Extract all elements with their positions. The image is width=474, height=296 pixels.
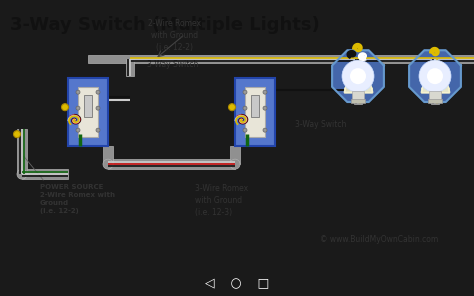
Bar bbox=[230, 146, 240, 164]
Bar bbox=[429, 91, 441, 101]
Text: 3-Wire Romex
with Ground
(i.e. 12-3): 3-Wire Romex with Ground (i.e. 12-3) bbox=[195, 184, 248, 217]
Text: 3-Way Switch: 3-Way Switch bbox=[147, 60, 199, 69]
Text: POWER SOURCE
2-Wire Romex with
Ground
(i.e. 12-2): POWER SOURCE 2-Wire Romex with Ground (i… bbox=[40, 184, 115, 214]
Circle shape bbox=[13, 131, 20, 138]
Circle shape bbox=[228, 104, 236, 111]
Circle shape bbox=[76, 90, 80, 94]
Text: ◁    ○    □: ◁ ○ □ bbox=[205, 278, 269, 291]
Bar bbox=[352, 91, 364, 101]
Circle shape bbox=[263, 90, 267, 94]
Circle shape bbox=[243, 90, 247, 94]
Bar bbox=[126, 59, 134, 76]
Circle shape bbox=[419, 60, 451, 92]
Circle shape bbox=[427, 68, 443, 84]
Text: © www.BuildMyOwnCabin.com: © www.BuildMyOwnCabin.com bbox=[320, 235, 438, 244]
Text: 3-Way Switch (Multiple Lights): 3-Way Switch (Multiple Lights) bbox=[10, 16, 320, 34]
Bar bbox=[428, 99, 442, 103]
Circle shape bbox=[243, 106, 247, 110]
Circle shape bbox=[342, 60, 374, 92]
Polygon shape bbox=[332, 50, 384, 102]
Bar bbox=[351, 99, 365, 103]
Bar bbox=[235, 78, 275, 146]
Bar bbox=[108, 159, 235, 169]
Circle shape bbox=[230, 159, 240, 169]
Circle shape bbox=[76, 106, 80, 110]
Bar bbox=[431, 59, 439, 104]
Circle shape bbox=[62, 104, 69, 111]
Bar bbox=[78, 87, 98, 137]
Bar bbox=[22, 169, 68, 179]
Text: 2-Wire Romex
with Ground
(i.e. 12-2): 2-Wire Romex with Ground (i.e. 12-2) bbox=[148, 19, 201, 52]
Circle shape bbox=[96, 128, 100, 132]
Circle shape bbox=[96, 106, 100, 110]
Circle shape bbox=[103, 159, 113, 169]
Bar bbox=[68, 78, 108, 146]
Circle shape bbox=[96, 90, 100, 94]
Bar bbox=[84, 95, 92, 117]
Circle shape bbox=[17, 169, 27, 179]
Circle shape bbox=[243, 128, 247, 132]
Circle shape bbox=[350, 68, 366, 84]
Circle shape bbox=[263, 106, 267, 110]
Circle shape bbox=[263, 128, 267, 132]
Bar bbox=[103, 146, 113, 164]
Text: 3-Way Switch: 3-Way Switch bbox=[295, 120, 346, 129]
Bar bbox=[354, 59, 362, 104]
Polygon shape bbox=[409, 50, 461, 102]
Bar bbox=[17, 129, 27, 174]
Bar bbox=[88, 55, 474, 63]
Bar bbox=[245, 87, 265, 137]
Circle shape bbox=[76, 128, 80, 132]
Bar bbox=[251, 95, 259, 117]
